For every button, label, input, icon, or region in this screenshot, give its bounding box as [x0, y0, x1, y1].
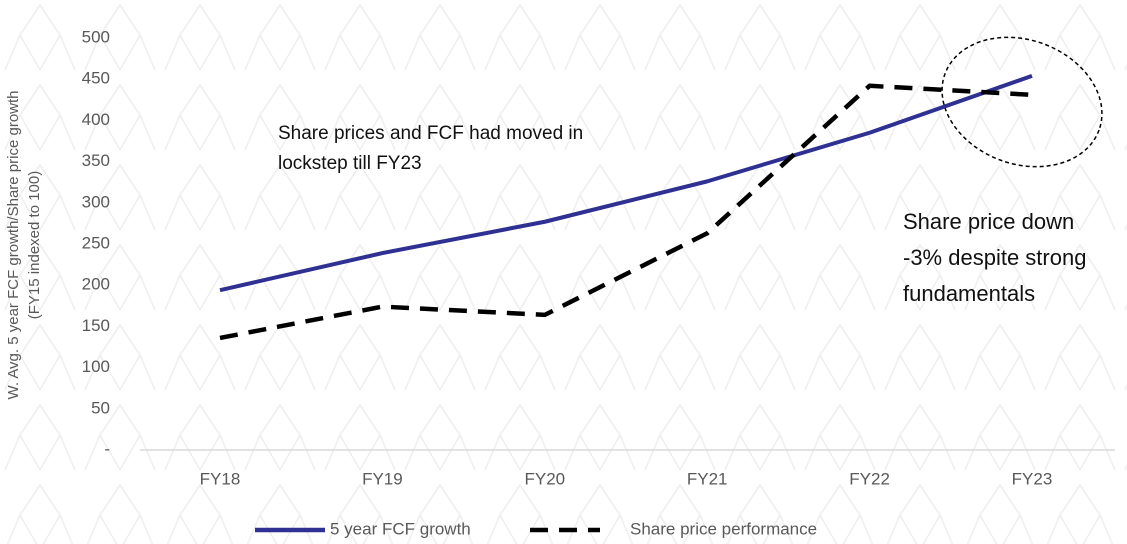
- series-line: [219, 74, 1033, 293]
- y-tick-label: 450: [82, 69, 110, 88]
- y-tick-label: 150: [82, 316, 110, 335]
- legend-label: Share price performance: [630, 519, 817, 538]
- y-tick-label: 350: [82, 151, 110, 170]
- annotation: fundamentals: [903, 281, 1035, 306]
- x-tick-label: FY22: [849, 469, 890, 488]
- highlight-ellipse: [941, 36, 1103, 168]
- legend-label: 5 year FCF growth: [330, 519, 471, 538]
- y-tick-label: 300: [82, 192, 110, 211]
- x-tick-label: FY21: [687, 469, 728, 488]
- y-tick-label: -: [104, 439, 110, 458]
- x-tick-label: FY20: [524, 469, 565, 488]
- y-tick-label: 200: [82, 275, 110, 294]
- y-tick-label: 250: [82, 233, 110, 252]
- annotation: Share price down: [903, 209, 1074, 234]
- y-tick-label: 50: [91, 398, 110, 417]
- y-label-line: (FY15 indexed to 100): [26, 171, 43, 319]
- annotation: -3% despite strong: [903, 245, 1086, 270]
- y-label-line: W. Avg. 5 year FCF growth/Share price gr…: [5, 90, 22, 399]
- y-tick-label: 100: [82, 357, 110, 376]
- x-tick-label: FY18: [200, 469, 241, 488]
- annotation: lockstep till FY23: [278, 153, 422, 174]
- x-tick-label: FY23: [1012, 469, 1053, 488]
- y-axis-label: W. Avg. 5 year FCF growth/Share price gr…: [5, 90, 43, 399]
- x-tick-label: FY19: [362, 469, 403, 488]
- series-line: [219, 83, 1033, 341]
- annotation: Share prices and FCF had moved in: [278, 123, 583, 144]
- y-tick-label: 500: [82, 27, 110, 46]
- y-tick-label: 400: [82, 110, 110, 129]
